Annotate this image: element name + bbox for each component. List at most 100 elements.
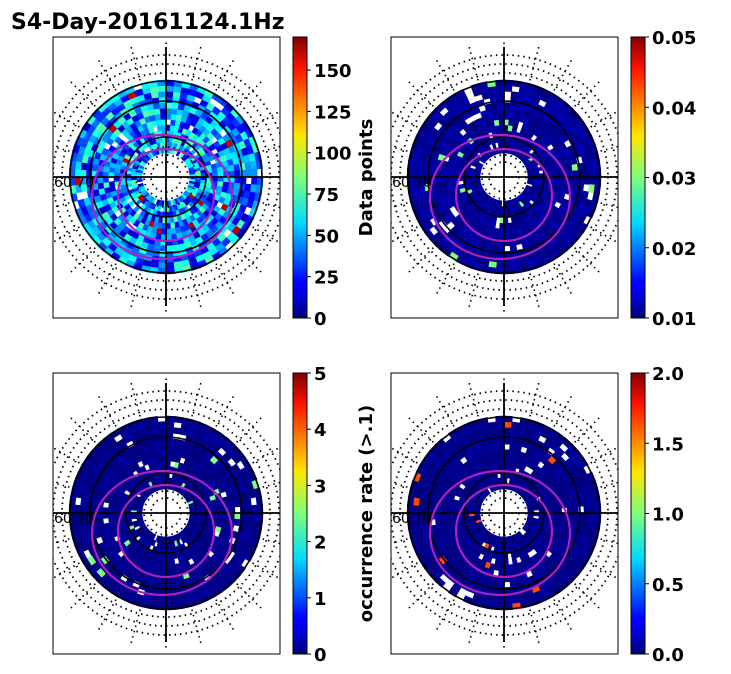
heatmap-cell xyxy=(244,497,252,507)
heatmap-cell xyxy=(446,181,454,188)
heatmap-cell xyxy=(554,502,562,509)
oval-curve-inner xyxy=(454,483,554,579)
longitude-spoke xyxy=(600,145,618,152)
longitude-spoke xyxy=(53,202,70,209)
colorbar-tick-label: 0.5 xyxy=(652,575,684,596)
longitude-spoke xyxy=(600,481,618,488)
longitude-spoke xyxy=(130,273,141,308)
ring-label: 60 70 xyxy=(54,511,94,527)
longitude-spoke xyxy=(97,599,117,631)
longitude-spoke xyxy=(529,273,540,308)
polar-panel-2: 60 700.010.020.030.040.05mean S4 xyxy=(390,28,696,330)
colorbar-tick-label: 0 xyxy=(314,645,327,666)
longitude-spoke xyxy=(252,562,280,580)
longitude-spoke xyxy=(262,202,280,209)
longitude-spoke xyxy=(574,80,601,107)
heatmap-cell xyxy=(211,167,219,174)
heatmap-cell xyxy=(589,512,596,522)
colorbar-tick-label: 125 xyxy=(314,102,352,123)
longitude-spoke xyxy=(53,110,80,128)
heatmap-cell xyxy=(493,455,500,463)
longitude-spoke xyxy=(468,609,479,644)
longitude-spoke xyxy=(191,273,202,308)
oval-curves xyxy=(428,469,572,597)
colorbar-gradient xyxy=(630,372,646,655)
longitude-spoke xyxy=(407,247,434,274)
longitude-spoke xyxy=(391,538,408,545)
heatmap-cell xyxy=(172,427,182,435)
colorbar-tick-label: 25 xyxy=(314,268,339,289)
heatmap-cell xyxy=(169,552,175,560)
colorbar-tick-label: 2 xyxy=(314,533,327,554)
longitude-spoke xyxy=(435,59,455,91)
heatmap-cell xyxy=(230,235,241,247)
heatmap-cell xyxy=(156,124,163,132)
heatmap-cell xyxy=(245,505,253,514)
colorbar-tick-label: 0.04 xyxy=(652,98,696,119)
colorbar-gradient xyxy=(292,372,308,655)
longitude-spoke xyxy=(391,145,408,152)
heatmap-cell xyxy=(165,426,174,434)
heatmap-cell xyxy=(455,88,466,99)
longitude-spoke xyxy=(215,263,235,295)
longitude-spoke xyxy=(215,599,235,631)
colorbar-tick-label: 5 xyxy=(314,364,327,385)
heatmap-cell xyxy=(508,563,515,571)
heatmap-cell xyxy=(159,581,167,588)
heatmap-cell xyxy=(503,262,513,269)
oval-curve-inner xyxy=(454,147,554,243)
longitude-spoke xyxy=(69,583,96,610)
colorbar-tick-label: 150 xyxy=(314,61,352,82)
colorbar: 0 25 50 75 100 125 150 Data points xyxy=(292,36,377,330)
longitude-spoke xyxy=(391,562,418,580)
heatmap-cell xyxy=(251,168,258,178)
longitude-spoke xyxy=(391,481,408,488)
heatmap-cell xyxy=(165,598,175,605)
longitude-spoke xyxy=(391,446,418,464)
longitude-spoke xyxy=(407,416,434,443)
longitude-spoke xyxy=(215,59,235,91)
heatmap-cell xyxy=(503,421,513,428)
heatmap-cell xyxy=(549,503,557,510)
colorbar: 0 1 2 3 4 5 occurrence rate (>.1) xyxy=(292,364,377,666)
colorbar-tick-label: 50 xyxy=(314,226,339,247)
heatmap-cell xyxy=(165,102,173,109)
colorbar-gradient xyxy=(292,36,308,319)
heatmap-cell xyxy=(165,262,175,269)
colorbar-tick-label: 1.0 xyxy=(652,505,684,526)
oval-curves xyxy=(428,133,572,261)
oval-curves xyxy=(90,469,234,597)
longitude-spoke xyxy=(252,226,280,244)
oval-curve-inner xyxy=(116,483,216,579)
heatmap-cell xyxy=(245,169,253,178)
longitude-spoke xyxy=(262,538,280,545)
heatmap-cell xyxy=(234,176,241,184)
heatmap-cell xyxy=(495,85,505,92)
heatmap-cell xyxy=(157,598,167,605)
heatmap-cell xyxy=(447,587,459,598)
longitude-spoke xyxy=(69,416,96,443)
longitude-spoke xyxy=(53,446,80,464)
heatmap-cell xyxy=(155,119,162,127)
heatmap-cell xyxy=(572,176,579,184)
heatmap-cell xyxy=(494,460,501,468)
longitude-spoke xyxy=(53,538,70,545)
heatmap-cells xyxy=(406,79,602,275)
heatmap-cell xyxy=(497,102,505,109)
heatmap-cell xyxy=(169,222,176,230)
heatmap-cell xyxy=(589,176,596,186)
heatmap-cell xyxy=(155,455,162,463)
longitude-spoke xyxy=(574,583,601,610)
colorbar: 0.010.020.030.040.05mean S4 xyxy=(630,28,696,330)
heatmap-cell xyxy=(170,227,177,235)
longitude-spoke xyxy=(529,609,540,644)
longitude-spoke xyxy=(69,80,96,107)
heatmap-cell xyxy=(234,170,241,178)
colorbar-tick-label: 75 xyxy=(314,185,339,206)
heatmap-cell xyxy=(583,169,591,178)
oval-curve-outer xyxy=(90,133,234,261)
heatmap-cell xyxy=(495,262,505,269)
longitude-spoke xyxy=(574,416,601,443)
heatmap-cell xyxy=(549,167,557,174)
